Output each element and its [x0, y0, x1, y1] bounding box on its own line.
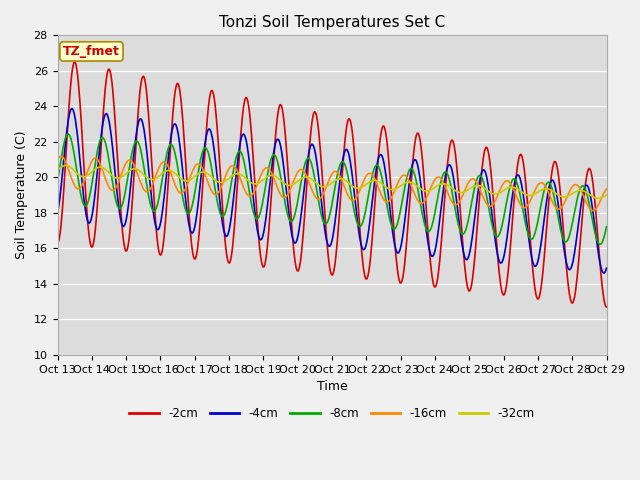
-2cm [603, 304, 611, 310]
Text: TZ_fmet: TZ_fmet [63, 45, 120, 58]
-2cm [420, 175, 428, 181]
-16cm [54, 156, 61, 162]
-2cm [220, 220, 227, 226]
-8cm [420, 219, 428, 225]
-16cm [268, 170, 275, 176]
-2cm [247, 123, 255, 129]
-4cm [68, 106, 76, 111]
-32cm [603, 192, 611, 198]
-8cm [603, 224, 611, 229]
-2cm [389, 218, 397, 224]
Line: -32cm: -32cm [58, 166, 607, 198]
-8cm [119, 201, 127, 206]
Line: -2cm: -2cm [58, 62, 607, 307]
-32cm [220, 179, 227, 185]
-4cm [220, 227, 227, 232]
-16cm [420, 199, 428, 205]
-4cm [389, 233, 397, 239]
-16cm [119, 168, 127, 174]
Line: -4cm: -4cm [58, 108, 607, 273]
-2cm [54, 240, 61, 246]
-8cm [389, 226, 397, 231]
-16cm [589, 208, 596, 214]
-8cm [268, 155, 275, 161]
-32cm [247, 180, 255, 185]
-4cm [420, 208, 428, 214]
-4cm [54, 210, 61, 216]
-4cm [603, 265, 611, 271]
Y-axis label: Soil Temperature (C): Soil Temperature (C) [15, 131, 28, 259]
-8cm [65, 131, 72, 137]
-32cm [389, 187, 397, 192]
Legend: -2cm, -4cm, -8cm, -16cm, -32cm: -2cm, -4cm, -8cm, -16cm, -32cm [125, 402, 540, 425]
-4cm [247, 172, 255, 178]
-32cm [119, 173, 127, 179]
Title: Tonzi Soil Temperatures Set C: Tonzi Soil Temperatures Set C [219, 15, 445, 30]
Line: -8cm: -8cm [58, 134, 607, 244]
-32cm [54, 168, 61, 173]
-16cm [220, 179, 227, 184]
-32cm [268, 172, 275, 178]
Line: -16cm: -16cm [58, 156, 607, 211]
-4cm [119, 223, 127, 228]
-16cm [247, 193, 255, 199]
-8cm [54, 179, 61, 184]
-8cm [596, 241, 604, 247]
-16cm [603, 186, 611, 192]
-4cm [600, 270, 607, 276]
-32cm [62, 163, 70, 168]
-2cm [71, 59, 79, 65]
-32cm [420, 188, 428, 193]
-2cm [119, 230, 127, 236]
-8cm [220, 213, 227, 219]
-32cm [595, 195, 602, 201]
-4cm [268, 166, 275, 171]
-16cm [389, 191, 397, 197]
-16cm [57, 154, 65, 159]
-2cm [268, 189, 275, 195]
-8cm [247, 197, 255, 203]
X-axis label: Time: Time [317, 380, 348, 393]
